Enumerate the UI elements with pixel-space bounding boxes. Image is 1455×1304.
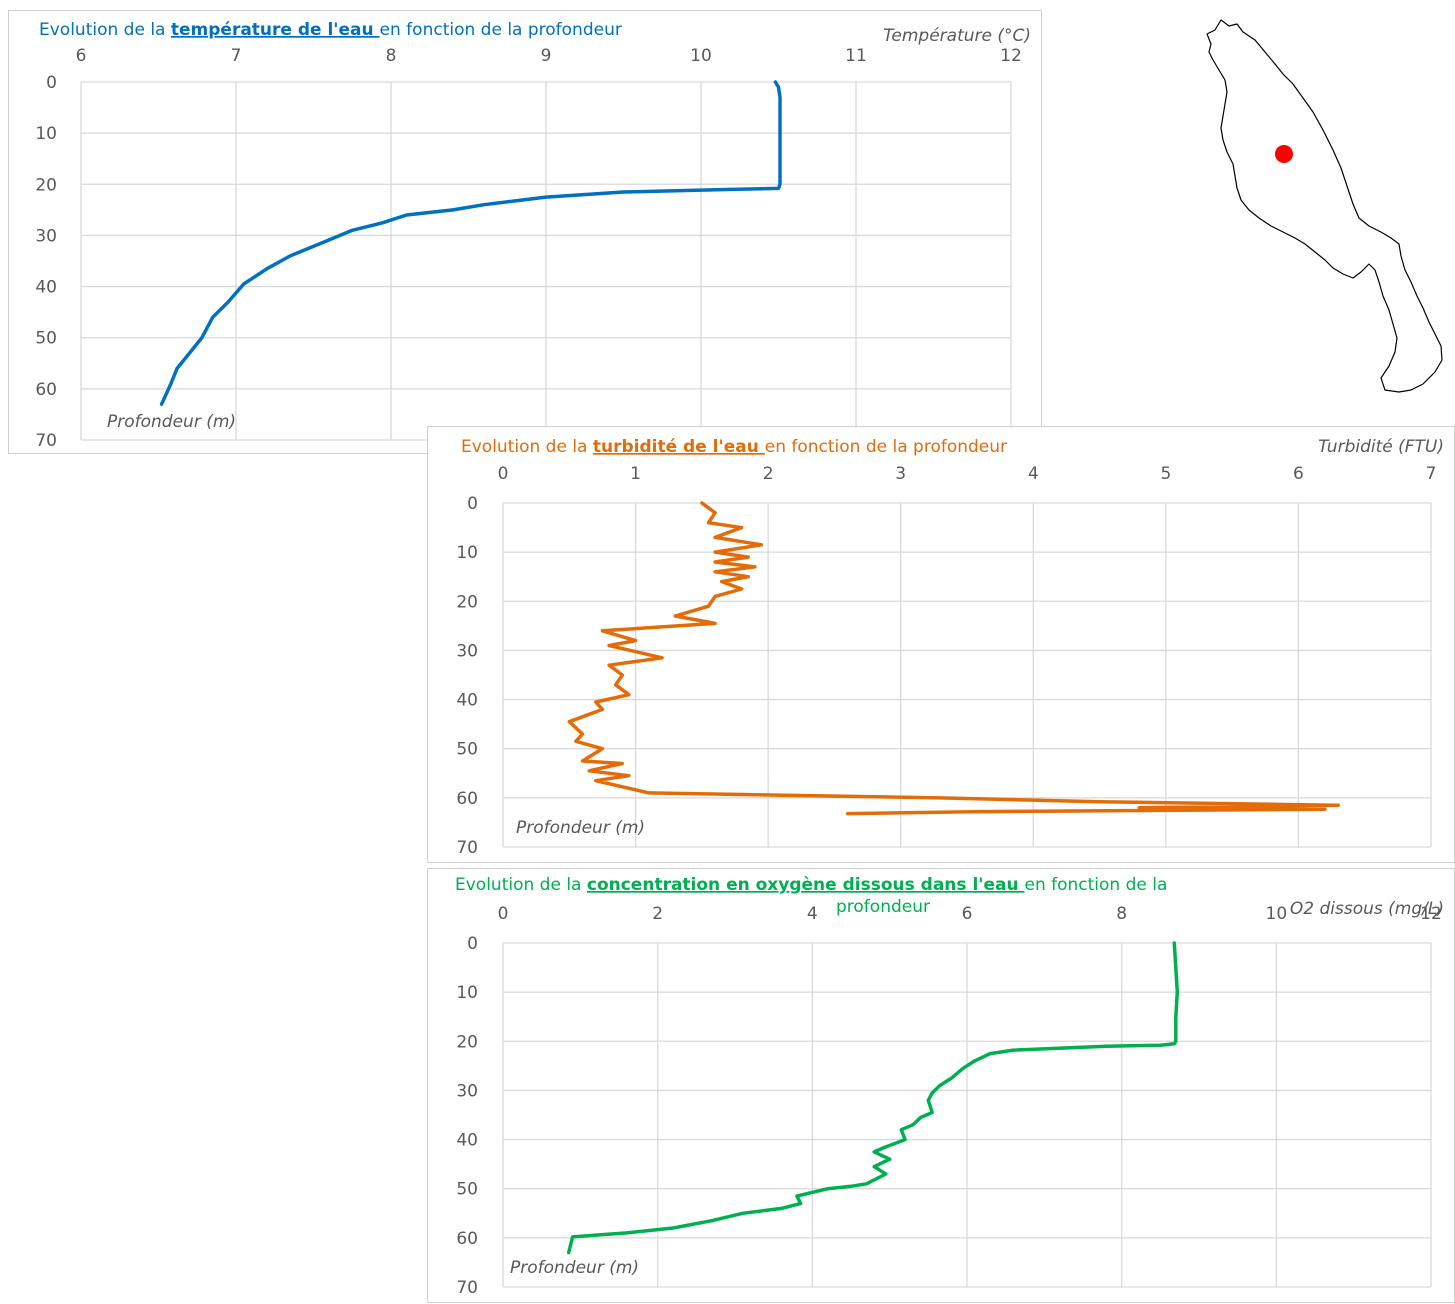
- y-tick-label: 0: [467, 494, 478, 514]
- oxygen-chart-panel: Evolution de la concentration en oxygène…: [427, 868, 1455, 1303]
- y-tick-label: 0: [46, 73, 57, 93]
- x-tick-label: 7: [231, 46, 242, 66]
- y-tick-label: 10: [456, 543, 478, 563]
- y-tick-label: 50: [456, 740, 478, 760]
- y-tick-label: 50: [35, 329, 57, 349]
- temperature-chart: Evolution de la température de l'eau en …: [35, 20, 1031, 451]
- x-tick-label: 1: [630, 464, 641, 484]
- y-tick-label: 60: [35, 380, 57, 400]
- y-tick-label: 50: [456, 1180, 478, 1200]
- x-tick-label: 6: [962, 904, 973, 924]
- y-tick-label: 30: [456, 1081, 478, 1101]
- x-tick-label: 0: [498, 904, 509, 924]
- x-axis-label: O2 dissous (mg/L): [1290, 899, 1444, 919]
- lake-outline-map: [1206, 19, 1443, 393]
- sampling-point-marker: [1275, 145, 1293, 163]
- turbidity-series-line: [567, 501, 1340, 816]
- x-tick-label: 11: [845, 46, 867, 66]
- x-axis-label: Température (°C): [883, 26, 1031, 46]
- turbidity-chart: Evolution de la turbidité de l'eau en fo…: [456, 437, 1444, 858]
- y-tick-label: 70: [456, 838, 478, 858]
- x-tick-label: 6: [76, 46, 87, 66]
- y-tick-label: 0: [467, 934, 478, 954]
- x-tick-label: 0: [498, 464, 509, 484]
- chart-title-line2: profondeur: [836, 897, 930, 917]
- x-tick-label: 10: [1266, 904, 1288, 924]
- y-tick-label: 40: [35, 278, 57, 298]
- y-tick-label: 40: [456, 1131, 478, 1151]
- x-tick-label: 12: [1000, 46, 1022, 66]
- y-tick-label: 40: [456, 691, 478, 711]
- chart-title: Evolution de la température de l'eau en …: [39, 20, 622, 40]
- y-tick-label: 20: [35, 175, 57, 195]
- turbidity-chart-panel: Evolution de la turbidité de l'eau en fo…: [427, 426, 1455, 863]
- y-tick-label: 60: [456, 1229, 478, 1249]
- x-tick-label: 8: [1116, 904, 1127, 924]
- y-axis-label: Profondeur (m): [516, 818, 645, 838]
- y-axis-label: Profondeur (m): [107, 412, 236, 432]
- x-tick-label: 8: [386, 46, 397, 66]
- lake-outline: [1206, 19, 1443, 393]
- lake-location-map: [1185, 12, 1447, 394]
- x-tick-label: 6: [1293, 464, 1304, 484]
- y-tick-label: 10: [35, 124, 57, 144]
- y-tick-label: 30: [456, 641, 478, 661]
- y-tick-label: 20: [456, 592, 478, 612]
- x-tick-label: 2: [652, 904, 663, 924]
- y-tick-label: 60: [456, 789, 478, 809]
- y-tick-label: 70: [35, 431, 57, 451]
- x-tick-label: 10: [690, 46, 712, 66]
- x-tick-label: 2: [763, 464, 774, 484]
- chart-title: Evolution de la concentration en oxygène…: [455, 875, 1167, 895]
- y-tick-label: 30: [35, 226, 57, 246]
- x-tick-label: 4: [807, 904, 818, 924]
- temperature-chart-panel: Evolution de la température de l'eau en …: [8, 10, 1042, 454]
- chart-title: Evolution de la turbidité de l'eau en fo…: [461, 437, 1007, 457]
- x-tick-label: 7: [1426, 464, 1437, 484]
- y-tick-label: 70: [456, 1278, 478, 1298]
- oxygen-chart: Evolution de la concentration en oxygène…: [455, 875, 1444, 1298]
- x-tick-label: 9: [541, 46, 552, 66]
- y-axis-label: Profondeur (m): [510, 1258, 639, 1278]
- x-tick-label: 4: [1028, 464, 1039, 484]
- x-axis-label: Turbidité (FTU): [1318, 437, 1444, 457]
- y-tick-label: 10: [456, 983, 478, 1003]
- x-tick-label: 5: [1160, 464, 1171, 484]
- y-tick-label: 20: [456, 1032, 478, 1052]
- temperature-series-line: [159, 80, 782, 406]
- oxygen-series-line: [566, 941, 1180, 1255]
- x-tick-label: 3: [895, 464, 906, 484]
- x-tick-label: 12: [1420, 904, 1442, 924]
